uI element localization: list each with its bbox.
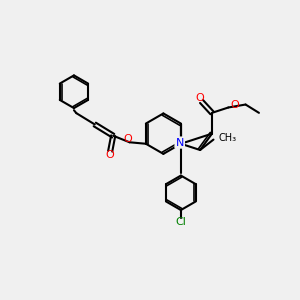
Text: N: N [176,138,184,148]
Text: O: O [123,134,132,144]
Text: O: O [230,100,239,110]
Text: Cl: Cl [176,217,186,227]
Text: CH₃: CH₃ [219,133,237,143]
Text: O: O [196,93,205,103]
Text: O: O [106,150,115,160]
